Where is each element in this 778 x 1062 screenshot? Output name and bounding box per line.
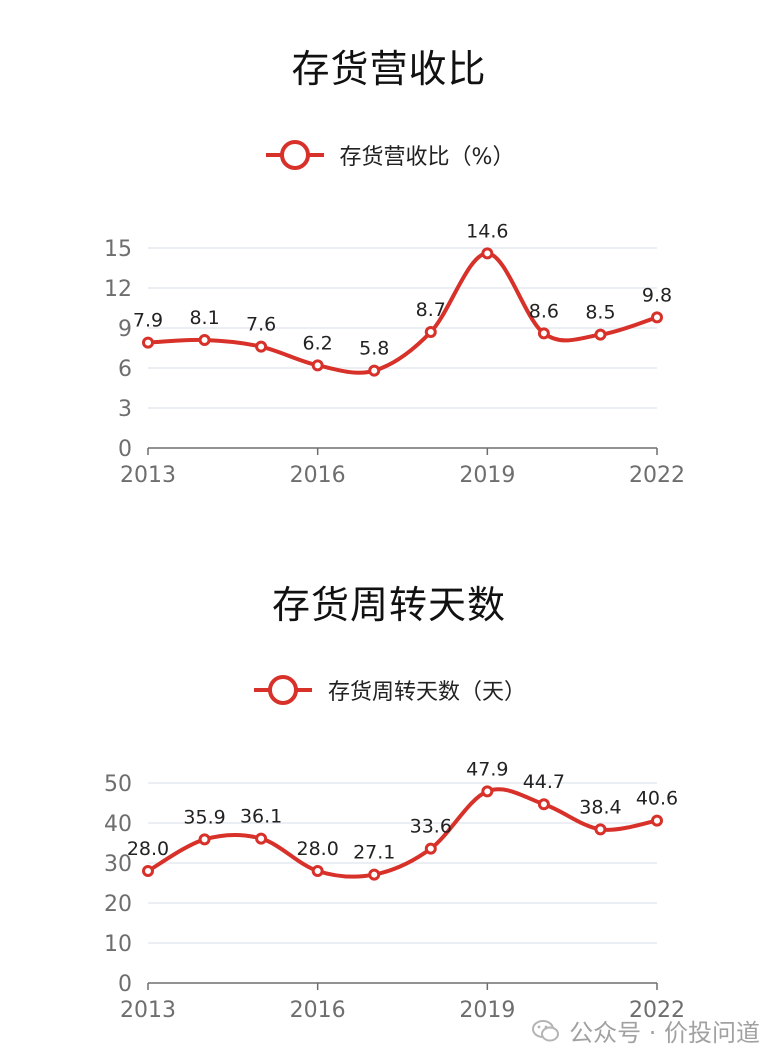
wechat-icon <box>532 1019 560 1041</box>
y-tick-label: 30 <box>104 852 132 877</box>
y-tick-label: 0 <box>118 972 132 997</box>
data-point <box>651 814 663 827</box>
x-tick-label: 2013 <box>120 998 176 1023</box>
data-point <box>368 364 381 377</box>
data-label: 14.6 <box>466 220 508 242</box>
data-point <box>537 327 550 340</box>
data-point <box>424 326 437 338</box>
data-point <box>311 865 324 877</box>
data-label: 44.7 <box>523 771 565 793</box>
x-tick-label: 2016 <box>290 998 346 1023</box>
data-label: 40.6 <box>636 788 678 810</box>
data-point <box>651 311 663 324</box>
data-point <box>424 842 437 855</box>
x-tick-label: 2022 <box>629 998 685 1023</box>
data-point <box>311 359 324 372</box>
data-label: 9.8 <box>642 284 672 306</box>
data-label: 35.9 <box>183 806 225 828</box>
legend-line-circle-icon <box>265 140 324 170</box>
y-tick-label: 20 <box>104 892 132 917</box>
chart2-legend-label: 存货周转天数（天） <box>327 680 526 705</box>
data-point <box>198 334 211 346</box>
data-point <box>255 832 268 845</box>
data-point <box>142 865 154 877</box>
data-label: 6.2 <box>303 332 333 354</box>
data-label: 8.7 <box>416 299 446 321</box>
y-tick-label: 3 <box>118 397 132 422</box>
data-label: 8.6 <box>529 300 559 322</box>
data-label: 47.9 <box>466 758 508 780</box>
data-point <box>481 785 494 798</box>
series-line <box>146 787 659 879</box>
data-label: 33.6 <box>410 816 452 838</box>
data-label: 38.4 <box>579 796 621 818</box>
data-label: 7.6 <box>246 314 276 336</box>
data-point <box>594 823 607 836</box>
chart1-legend[interactable]: 存货营收比（%） <box>0 138 778 172</box>
data-label: 28.0 <box>297 838 339 860</box>
x-tick-label: 2019 <box>459 998 515 1023</box>
data-label: 5.8 <box>359 338 389 360</box>
data-point <box>594 328 607 341</box>
data-point <box>255 340 268 353</box>
x-tick-label: 2022 <box>629 463 685 488</box>
x-tick-label: 2016 <box>290 463 346 488</box>
y-tick-label: 12 <box>104 277 132 302</box>
x-tick-label: 2013 <box>120 463 176 488</box>
y-tick-label: 10 <box>104 932 132 957</box>
data-point <box>142 336 154 349</box>
chart1-legend-label: 存货营收比（%） <box>339 145 515 170</box>
data-point <box>198 833 211 846</box>
y-tick-label: 9 <box>118 317 132 342</box>
legend-line-circle-icon <box>253 675 312 705</box>
data-point <box>537 798 550 811</box>
data-label: 27.1 <box>353 842 395 864</box>
data-label: 28.0 <box>127 838 169 860</box>
y-tick-label: 40 <box>104 812 132 837</box>
watermark: 公众号 · 价投问道 <box>531 1013 760 1048</box>
data-label: 8.1 <box>189 307 219 329</box>
data-label: 7.9 <box>133 310 163 332</box>
data-point <box>368 868 381 881</box>
chart1-title: 存货营收比 <box>291 47 487 91</box>
x-tick-label: 2019 <box>459 463 515 488</box>
y-tick-label: 15 <box>104 237 132 262</box>
y-tick-label: 0 <box>118 437 132 462</box>
series-line <box>146 251 659 375</box>
y-tick-label: 6 <box>118 357 132 382</box>
data-point <box>481 247 494 260</box>
chart2-legend[interactable]: 存货周转天数（天） <box>0 673 778 707</box>
watermark-text: 公众号 · 价投问道 <box>569 1019 760 1047</box>
chart1-plot: 0 3 6 9 12 15 2013 2016 2019 2022 7.9 8.1 7.6 6.2 5.8 8… <box>104 220 685 488</box>
data-label: 36.1 <box>240 806 282 828</box>
y-tick-label: 50 <box>104 772 132 797</box>
chart2-title: 存货周转天数 <box>271 583 506 627</box>
data-label: 8.5 <box>585 302 615 324</box>
